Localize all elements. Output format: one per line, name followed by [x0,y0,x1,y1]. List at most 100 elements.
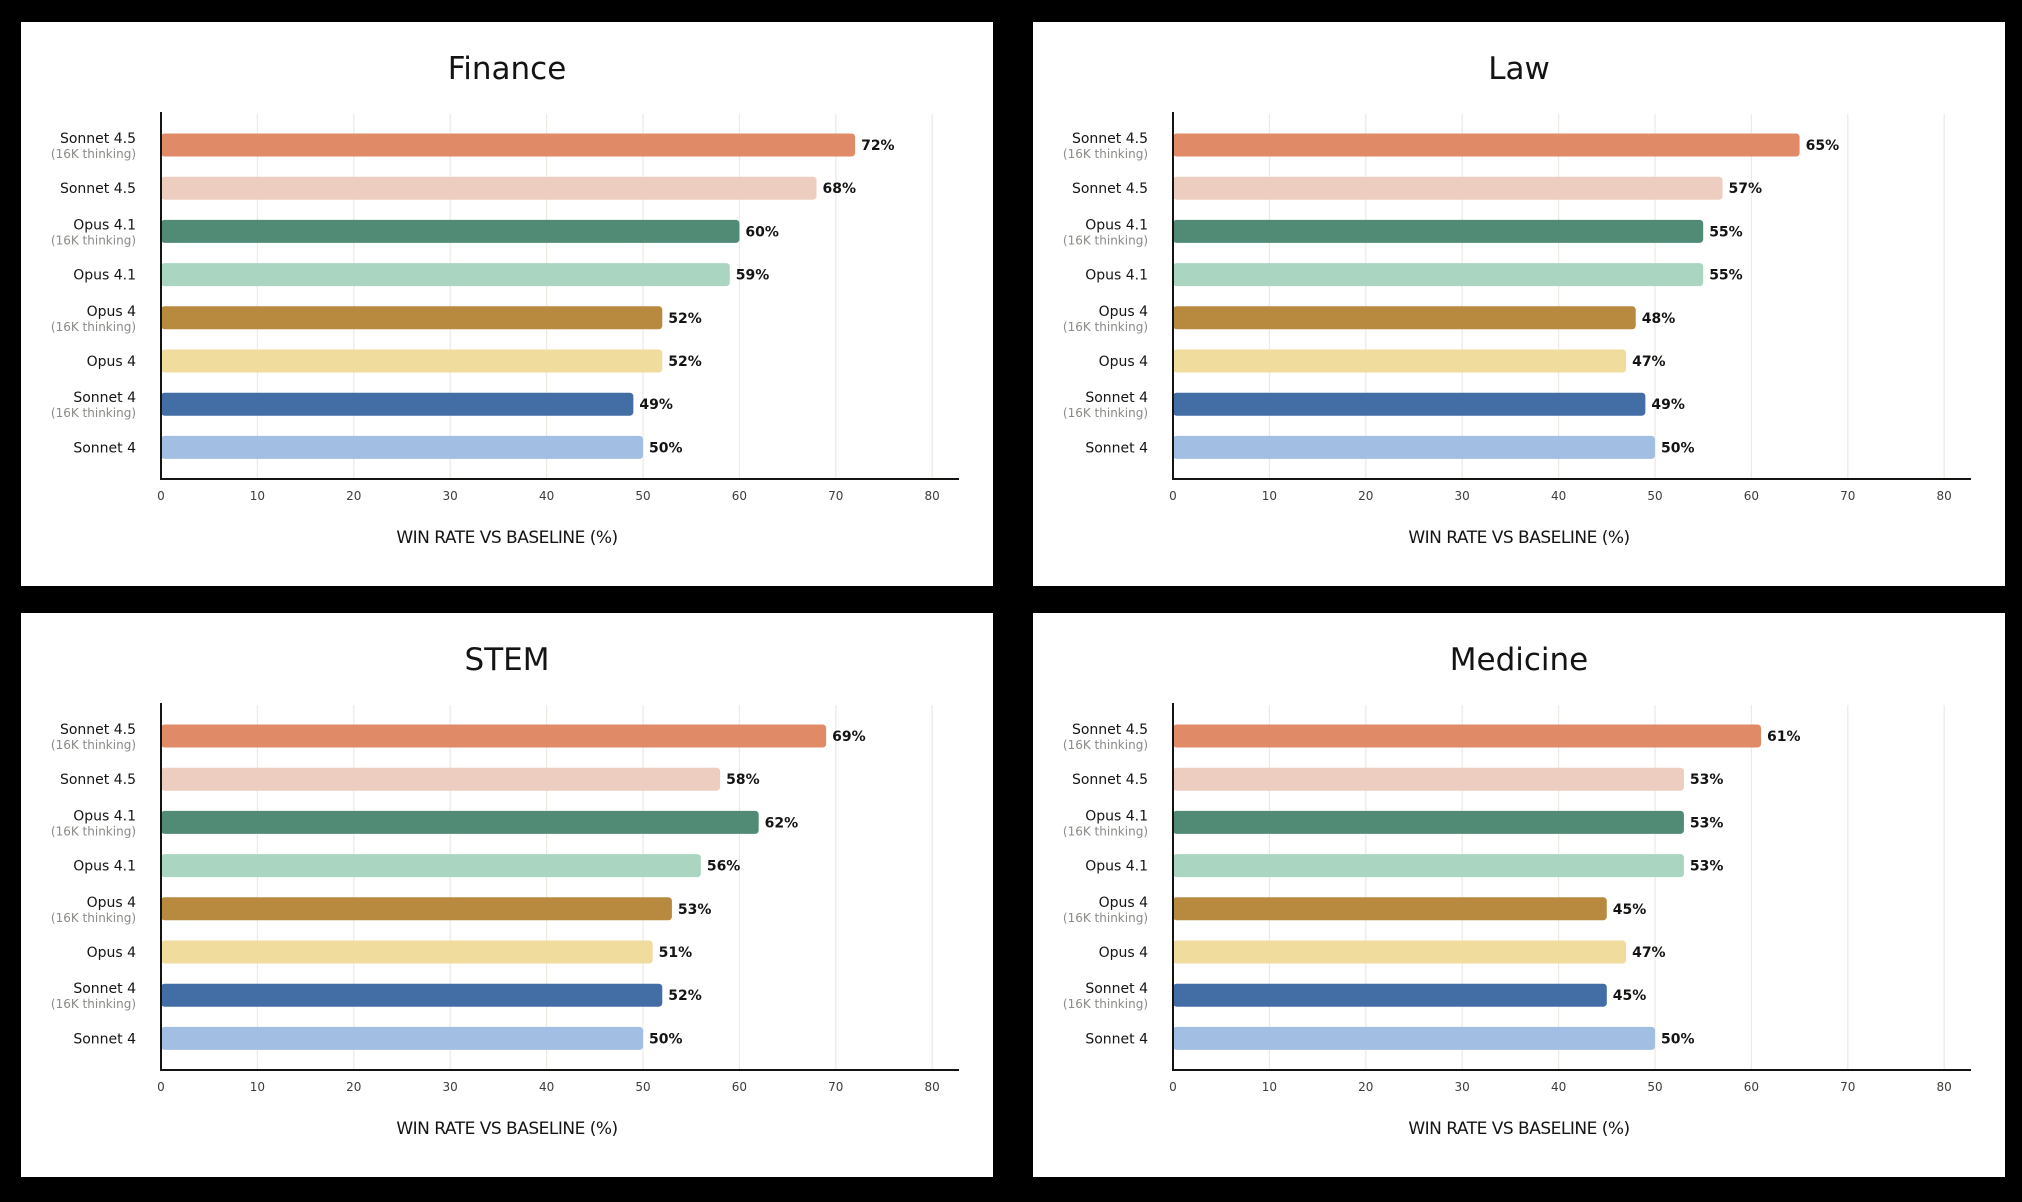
category-sublabel: (16K thinking) [51,406,136,420]
bar [1173,176,1723,200]
bar [1173,897,1607,921]
bar [1173,133,1800,157]
chart-panel-stem: STEM 0 10 20 30 40 50 60 70 80 69% Sonnet 4.5 (16K t… [21,613,993,1177]
category-label: Opus 4.1 [73,808,136,824]
category-label: Opus 4.1 [1085,268,1148,284]
category-label: Sonnet 4 [73,390,136,406]
bar-value-label: 53% [678,902,712,918]
bar-value-label: 45% [1613,988,1647,1004]
bar-value-label: 50% [1661,440,1695,456]
category-label: Sonnet 4.5 [1072,181,1148,197]
category-label: Opus 4.1 [73,859,136,875]
x-tick-label: 70 [1840,1080,1855,1094]
category-label: Sonnet 4.5 [1072,131,1148,147]
x-tick-label: 80 [925,1080,940,1094]
category-label: Sonnet 4.5 [1072,772,1148,788]
x-tick-label: 80 [1937,489,1952,503]
x-tick-label: 20 [1358,1080,1373,1094]
x-tick-label: 0 [157,489,165,503]
x-tick-label: 10 [1262,1080,1277,1094]
bar [1173,435,1655,459]
x-tick-label: 20 [346,489,361,503]
bar-value-label: 53% [1690,815,1724,831]
bar-value-label: 72% [861,138,895,154]
bar [1173,219,1704,243]
bar [161,897,672,921]
bar [1173,1026,1655,1050]
category-label: Opus 4 [87,895,137,911]
x-tick-label: 70 [828,489,843,503]
bar-value-label: 60% [745,224,779,240]
category-label: Sonnet 4.5 [60,131,136,147]
bar [161,810,759,834]
bar-value-label: 50% [649,1031,683,1047]
x-axis-title: WIN RATE VS BASELINE (%) [396,1119,617,1139]
category-sublabel: (16K thinking) [1063,320,1148,334]
category-sublabel: (16K thinking) [1063,406,1148,420]
x-tick-label: 50 [1647,1080,1662,1094]
category-sublabel: (16K thinking) [51,824,136,838]
bar-value-label: 52% [668,354,702,370]
category-sublabel: (16K thinking) [51,738,136,752]
category-label: Opus 4 [1099,895,1149,911]
category-label: Sonnet 4 [73,981,136,997]
x-tick-label: 50 [635,489,650,503]
x-tick-label: 80 [1937,1080,1952,1094]
x-tick-label: 20 [1358,489,1373,503]
category-label: Sonnet 4 [1085,390,1148,406]
bar-value-label: 53% [1690,772,1724,788]
x-tick-label: 40 [1551,1080,1566,1094]
bar [161,306,663,330]
x-tick-label: 70 [828,1080,843,1094]
bar-value-label: 49% [639,397,673,413]
bar [1173,767,1684,791]
bar-value-label: 59% [736,268,770,284]
x-tick-label: 0 [1169,489,1177,503]
x-tick-label: 60 [732,489,747,503]
x-tick-label: 20 [346,1080,361,1094]
bar-value-label: 61% [1767,729,1801,745]
category-label: Opus 4 [1099,945,1149,961]
bar-value-label: 58% [726,772,760,788]
bar-value-label: 65% [1806,138,1840,154]
bar [161,983,663,1007]
x-tick-label: 80 [925,489,940,503]
category-sublabel: (16K thinking) [51,997,136,1011]
chart-panel-law: Law 0 10 20 30 40 50 60 70 80 65% Sonnet 4.5 (16K th… [1033,22,2005,586]
category-label: Opus 4.1 [1085,808,1148,824]
category-label: Sonnet 4.5 [60,722,136,738]
bar [1173,983,1607,1007]
category-sublabel: (16K thinking) [51,320,136,334]
bar-value-label: 62% [765,815,799,831]
x-tick-label: 40 [539,1080,554,1094]
bar [1173,306,1636,330]
bar [1173,724,1762,748]
bar [161,940,653,964]
bar [161,392,634,416]
category-label: Sonnet 4 [1085,981,1148,997]
bar [161,133,856,157]
category-label: Sonnet 4 [73,1031,136,1047]
bar-value-label: 47% [1632,354,1666,370]
category-label: Opus 4 [1099,304,1149,320]
bar-value-label: 53% [1690,859,1724,875]
x-tick-label: 70 [1840,489,1855,503]
bar [161,767,721,791]
x-tick-label: 60 [1744,489,1759,503]
bar-value-label: 47% [1632,945,1666,961]
category-sublabel: (16K thinking) [1063,147,1148,161]
category-sublabel: (16K thinking) [51,911,136,925]
category-sublabel: (16K thinking) [1063,824,1148,838]
category-sublabel: (16K thinking) [1063,911,1148,925]
bar-value-label: 49% [1651,397,1685,413]
x-tick-label: 30 [443,489,458,503]
x-tick-label: 10 [250,1080,265,1094]
x-tick-label: 30 [1455,1080,1470,1094]
bar [161,854,701,878]
bar [161,219,740,243]
chart-panel-finance: Finance 0 10 20 30 40 50 60 70 80 72% Sonnet 4.5 (16… [21,22,993,586]
x-tick-label: 40 [539,489,554,503]
bar [161,435,643,459]
category-label: Opus 4 [1099,354,1149,370]
